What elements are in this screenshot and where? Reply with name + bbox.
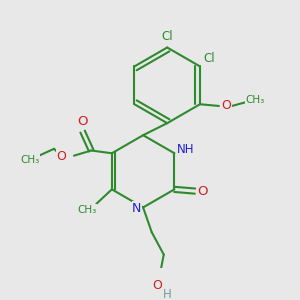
- Text: N: N: [132, 202, 142, 214]
- Text: Cl: Cl: [161, 30, 173, 43]
- Text: O: O: [77, 116, 88, 128]
- Text: H: H: [163, 288, 172, 300]
- Text: NH: NH: [177, 143, 194, 156]
- Text: O: O: [57, 150, 66, 163]
- Text: O: O: [153, 279, 163, 292]
- Text: CH₃: CH₃: [77, 205, 96, 215]
- Text: CH₃: CH₃: [20, 155, 40, 165]
- Text: Cl: Cl: [204, 52, 215, 65]
- Text: CH₃: CH₃: [245, 95, 265, 105]
- Text: O: O: [221, 100, 231, 112]
- Text: O: O: [197, 184, 208, 198]
